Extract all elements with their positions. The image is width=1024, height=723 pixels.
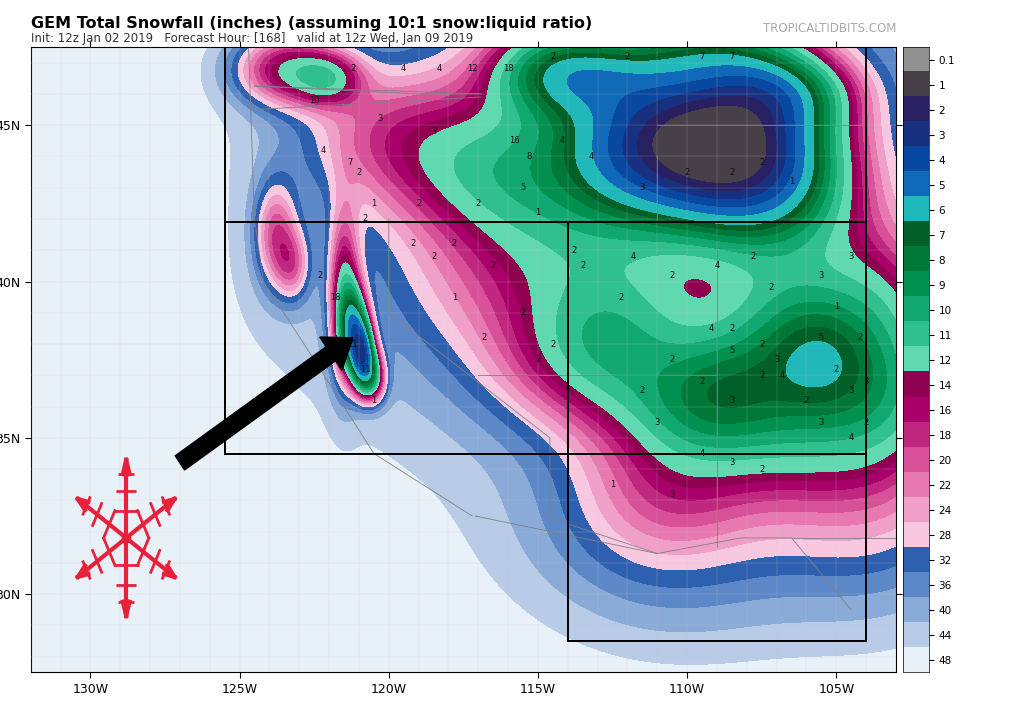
Text: 3: 3 — [377, 114, 383, 124]
Text: 2: 2 — [759, 158, 764, 167]
Text: Init: 12z Jan 02 2019   Forecast Hour: [168]   valid at 12z Wed, Jan 09 2019: Init: 12z Jan 02 2019 Forecast Hour: [16… — [31, 32, 473, 45]
Text: 4: 4 — [631, 252, 636, 261]
Text: 2: 2 — [729, 168, 734, 176]
Text: 2: 2 — [759, 340, 764, 348]
Text: 2: 2 — [699, 377, 705, 386]
Text: 8: 8 — [526, 152, 531, 161]
Text: 3: 3 — [654, 418, 660, 427]
Text: 2: 2 — [670, 355, 675, 364]
Text: 4: 4 — [715, 262, 720, 270]
Bar — [224, 222, 567, 453]
Text: 2: 2 — [431, 252, 436, 261]
Text: 2: 2 — [759, 371, 764, 380]
Text: 1: 1 — [834, 302, 839, 311]
Text: 2: 2 — [550, 52, 555, 61]
Text: 2: 2 — [410, 239, 416, 249]
Text: 1: 1 — [372, 396, 377, 405]
Text: 2: 2 — [759, 465, 764, 474]
Text: 2: 2 — [625, 52, 630, 61]
Text: 1: 1 — [372, 199, 377, 208]
Text: 2: 2 — [356, 168, 361, 176]
Text: 1: 1 — [452, 293, 457, 301]
Text: 4: 4 — [589, 152, 594, 161]
Text: 2: 2 — [490, 262, 496, 270]
Text: 5: 5 — [729, 346, 734, 355]
Text: 4: 4 — [699, 449, 705, 458]
Text: 2: 2 — [416, 199, 421, 208]
Text: 10: 10 — [309, 95, 319, 105]
Text: 2: 2 — [618, 293, 624, 301]
Text: 3: 3 — [729, 458, 734, 467]
Text: 12: 12 — [467, 64, 477, 73]
Text: 2: 2 — [863, 418, 868, 427]
Text: 2: 2 — [317, 271, 323, 280]
Bar — [567, 222, 866, 453]
Text: 11: 11 — [359, 364, 370, 374]
Text: 2: 2 — [350, 64, 355, 73]
Text: 2: 2 — [684, 168, 690, 176]
Text: 1: 1 — [788, 177, 795, 186]
Text: 2: 2 — [571, 246, 577, 254]
Text: 3: 3 — [431, 127, 436, 136]
Text: 7: 7 — [347, 158, 352, 167]
Text: 4: 4 — [849, 433, 854, 442]
Text: TROPICALTIDBITS.COM: TROPICALTIDBITS.COM — [763, 22, 896, 35]
Text: 4: 4 — [559, 137, 564, 145]
Text: 2: 2 — [640, 387, 645, 395]
Text: 7: 7 — [699, 52, 705, 61]
Text: 2: 2 — [452, 239, 457, 249]
Text: 2: 2 — [481, 333, 486, 342]
Text: 1: 1 — [536, 208, 541, 217]
Text: 21: 21 — [348, 340, 358, 348]
Text: GEM Total Snowfall (inches) (assuming 10:1 snow:liquid ratio): GEM Total Snowfall (inches) (assuming 10… — [31, 16, 592, 31]
Text: 2: 2 — [804, 396, 809, 405]
Text: 3: 3 — [640, 183, 645, 192]
Text: 2: 2 — [476, 199, 481, 208]
Text: 2: 2 — [550, 340, 555, 348]
Text: 7: 7 — [729, 52, 734, 61]
Text: 2: 2 — [520, 308, 525, 317]
FancyArrow shape — [175, 337, 353, 470]
Text: 2: 2 — [834, 364, 839, 374]
Text: 2: 2 — [857, 333, 863, 342]
Text: 4: 4 — [401, 64, 407, 73]
Text: 2: 2 — [580, 262, 586, 270]
Text: 3: 3 — [849, 252, 854, 261]
Text: 2: 2 — [751, 252, 756, 261]
Text: 18: 18 — [330, 293, 340, 301]
Text: 2: 2 — [768, 283, 773, 292]
Text: 5: 5 — [819, 333, 824, 342]
Text: 16: 16 — [509, 137, 519, 145]
Text: 18: 18 — [503, 64, 513, 73]
Text: 1: 1 — [610, 480, 615, 489]
Text: 3: 3 — [819, 271, 824, 280]
Text: 2: 2 — [536, 355, 541, 364]
Bar — [224, 47, 866, 222]
Text: 5: 5 — [520, 183, 525, 192]
Text: 4: 4 — [321, 146, 326, 155]
Text: 3: 3 — [670, 489, 675, 499]
Text: 2: 2 — [362, 215, 368, 223]
Text: 3: 3 — [729, 396, 734, 405]
Text: 4: 4 — [437, 64, 442, 73]
Text: 3: 3 — [849, 387, 854, 395]
Text: 2: 2 — [670, 271, 675, 280]
Text: 3: 3 — [774, 355, 779, 364]
Text: 3: 3 — [863, 377, 868, 386]
Text: 2: 2 — [729, 324, 734, 333]
Text: 4: 4 — [709, 324, 714, 333]
Bar — [567, 453, 866, 641]
Text: 4: 4 — [780, 371, 785, 380]
Text: 3: 3 — [819, 418, 824, 427]
